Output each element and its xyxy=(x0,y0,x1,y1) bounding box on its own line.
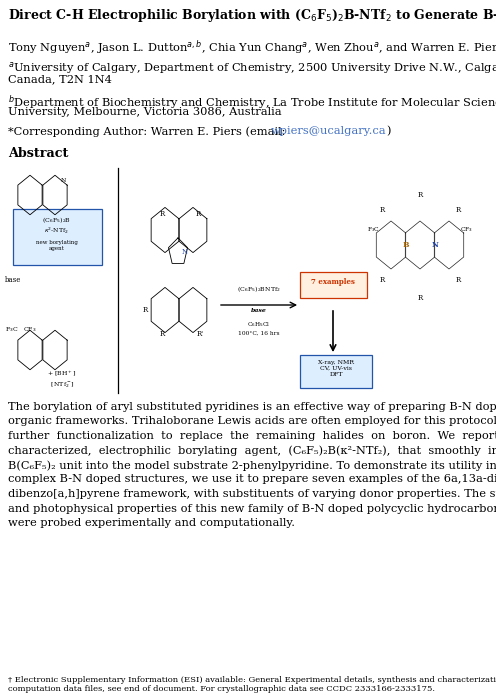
Text: dibenzo[a,h]pyrene framework, with substituents of varying donor properties. The: dibenzo[a,h]pyrene framework, with subst… xyxy=(8,489,496,499)
Text: computation data files, see end of document. For crystallographic data see CCDC : computation data files, see end of docum… xyxy=(8,685,435,693)
Text: N: N xyxy=(61,178,65,183)
Text: B(C₆F₅)₂ unit into the model substrate 2-phenylpyridine. To demonstrate its util: B(C₆F₅)₂ unit into the model substrate 2… xyxy=(8,460,496,470)
Text: R: R xyxy=(417,294,423,302)
Text: Abstract: Abstract xyxy=(8,147,68,160)
Text: $^a$University of Calgary, Department of Chemistry, 2500 University Drive N.W., : $^a$University of Calgary, Department of… xyxy=(8,60,496,76)
Text: The borylation of aryl substituted pyridines is an effective way of preparing B-: The borylation of aryl substituted pyrid… xyxy=(8,402,496,412)
Text: R: R xyxy=(455,206,461,214)
Text: + [BH$^+$]
  [NTf$_2^-$]: + [BH$^+$] [NTf$_2^-$] xyxy=(47,370,76,390)
Text: further  functionalization  to  replace  the  remaining  halides  on  boron.  We: further functionalization to replace the… xyxy=(8,431,496,441)
Text: 100°C, 16 hrs: 100°C, 16 hrs xyxy=(238,331,280,336)
Text: F$_3$C   CF$_3$: F$_3$C CF$_3$ xyxy=(5,325,37,334)
Text: R: R xyxy=(195,210,200,218)
Text: University, Melbourne, Victoria 3086, Australia: University, Melbourne, Victoria 3086, Au… xyxy=(8,107,282,117)
Text: C$_6$H$_5$Cl: C$_6$H$_5$Cl xyxy=(248,320,271,329)
Text: R: R xyxy=(455,276,461,284)
Text: Direct C-H Electrophilic Borylation with (C$_6$F$_5$)$_2$B-NTf$_2$ to Generate B: Direct C-H Electrophilic Borylation with… xyxy=(8,6,496,26)
Text: organic frameworks. Trihaloborane Lewis acids are often employed for this protoc: organic frameworks. Trihaloborane Lewis … xyxy=(8,416,496,426)
FancyBboxPatch shape xyxy=(13,209,102,265)
Text: R': R' xyxy=(196,330,203,338)
Text: *Corresponding Author: Warren E. Piers (email:: *Corresponding Author: Warren E. Piers (… xyxy=(8,126,289,136)
Text: (C$_6$F$_5$)$_2$BNTf$_2$: (C$_6$F$_5$)$_2$BNTf$_2$ xyxy=(237,284,281,294)
Text: R: R xyxy=(159,210,165,218)
Text: CF$_3$: CF$_3$ xyxy=(460,225,473,234)
Text: (C$_6$F$_5$)$_2$B
$\kappa^2$-NTf$_2$: (C$_6$F$_5$)$_2$B $\kappa^2$-NTf$_2$ xyxy=(43,215,71,237)
Text: characterized,  electrophilic  borylating  agent,  (C₆F₅)₂B(κ²-NTf₂),  that  smo: characterized, electrophilic borylating … xyxy=(8,445,496,456)
Text: 7 examples: 7 examples xyxy=(311,278,355,286)
Text: R: R xyxy=(159,330,165,338)
Text: † Electronic Supplementary Information (ESI) available: General Experimental det: † Electronic Supplementary Information (… xyxy=(8,676,496,684)
Text: R: R xyxy=(379,206,384,214)
FancyBboxPatch shape xyxy=(300,355,372,388)
Text: R: R xyxy=(379,276,384,284)
Text: $^b$Department of Biochemistry and Chemistry, La Trobe Institute for Molecular S: $^b$Department of Biochemistry and Chemi… xyxy=(8,93,496,111)
Bar xyxy=(0,163,496,390)
Text: wpiers@ucalgary.ca: wpiers@ucalgary.ca xyxy=(271,126,386,136)
Text: new borylating
agent: new borylating agent xyxy=(36,240,78,251)
Text: F$_3$C: F$_3$C xyxy=(367,225,380,234)
Text: B: B xyxy=(403,241,409,249)
Text: and photophysical properties of this new family of B-N doped polycyclic hydrocar: and photophysical properties of this new… xyxy=(8,503,496,514)
Text: X-ray, NMR
CV, UV-vis
DFT: X-ray, NMR CV, UV-vis DFT xyxy=(318,360,354,377)
Text: N: N xyxy=(432,241,438,249)
Text: R: R xyxy=(142,306,148,314)
FancyBboxPatch shape xyxy=(300,272,367,298)
Text: Canada, T2N 1N4: Canada, T2N 1N4 xyxy=(8,74,112,84)
Text: were probed experimentally and computationally.: were probed experimentally and computati… xyxy=(8,518,295,528)
Text: R: R xyxy=(417,191,423,199)
Text: Tony Nguyen$^a$, Jason L. Dutton$^{a,b}$, Chia Yun Chang$^a$, Wen Zhou$^a$, and : Tony Nguyen$^a$, Jason L. Dutton$^{a,b}$… xyxy=(8,38,496,57)
Text: base: base xyxy=(251,308,267,313)
Text: base: base xyxy=(5,276,21,284)
Text: ): ) xyxy=(386,126,390,136)
Text: N: N xyxy=(182,248,188,256)
Text: complex B-N doped structures, we use it to prepare seven examples of the 6a,13a-: complex B-N doped structures, we use it … xyxy=(8,475,496,484)
